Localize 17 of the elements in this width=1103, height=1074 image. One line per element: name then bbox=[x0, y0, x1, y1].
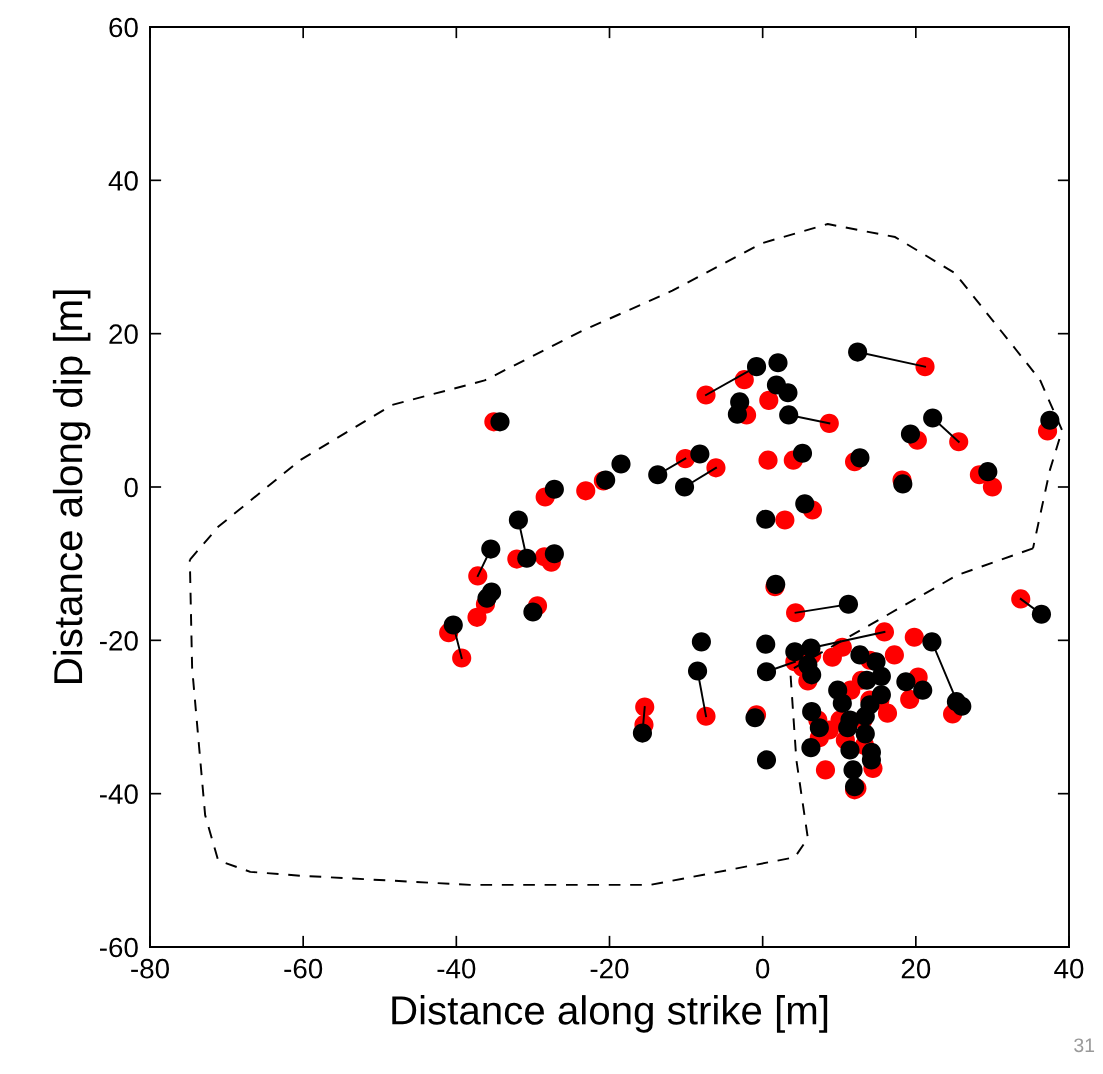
y-tick-label: -20 bbox=[99, 631, 138, 651]
y-tick-label: 0 bbox=[124, 477, 138, 498]
y-tick-label: 60 bbox=[109, 17, 138, 38]
y-tick-label: -40 bbox=[99, 784, 138, 805]
y-tick-label: 40 bbox=[108, 171, 138, 191]
x-tick-label: -80 bbox=[131, 958, 169, 979]
x-tick-label: 0 bbox=[756, 958, 770, 979]
x-tick-label: 20 bbox=[901, 958, 931, 979]
y-tick-label: -60 bbox=[99, 937, 138, 958]
x-tick-label: -40 bbox=[437, 958, 476, 979]
x-tick-label: 40 bbox=[1054, 958, 1084, 979]
x-tick-label: -20 bbox=[590, 958, 629, 979]
y-axis-title: Distance along dip [m] bbox=[52, 290, 91, 683]
y-tick-label: 20 bbox=[109, 324, 138, 345]
text: 31 bbox=[1074, 1038, 1095, 1053]
x-axis-title: Distance along strike [m] bbox=[392, 995, 828, 1033]
x-tick-label: -60 bbox=[284, 958, 323, 979]
